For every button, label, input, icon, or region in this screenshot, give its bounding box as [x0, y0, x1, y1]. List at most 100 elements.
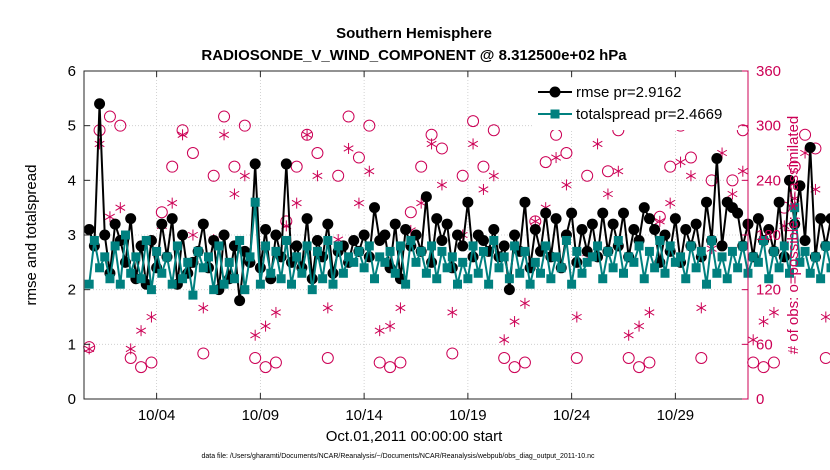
rmse-point [680, 224, 692, 236]
obs-assimilated-point [436, 179, 447, 191]
obs-possible-point [373, 356, 386, 369]
rmse-point [369, 202, 380, 214]
totalspread-point [131, 252, 141, 262]
obs-possible-point [435, 142, 448, 155]
totalspread-point [582, 257, 592, 267]
rmse-point [488, 224, 500, 236]
obs-possible-point [332, 169, 345, 182]
obs-assimilated-point [343, 142, 354, 154]
totalspread-point [753, 257, 763, 267]
totalspread-point [717, 252, 727, 262]
totalspread-point [401, 279, 411, 289]
rmse-point [509, 229, 521, 241]
obs-assimilated-point [302, 129, 313, 141]
obs-assimilated-point [312, 170, 323, 182]
obs-possible-point [633, 361, 646, 374]
legend-label: rmse pr=2.9162 [576, 84, 681, 101]
rmse-point [467, 251, 479, 263]
totalspread-point [764, 274, 774, 284]
totalspread-point [255, 279, 265, 289]
totalspread-point [390, 268, 400, 278]
totalspread-point [219, 279, 229, 289]
totalspread-point [561, 235, 571, 245]
totalspread-point [229, 274, 239, 284]
obs-possible-point [259, 361, 272, 374]
obs-possible-point [311, 147, 324, 159]
totalspread-point [816, 274, 826, 284]
rmse-point [249, 158, 261, 170]
rmse-point [83, 224, 95, 236]
rmse-point [260, 224, 272, 236]
x-tick-label: 10/04 [138, 407, 176, 424]
totalspread-point [281, 235, 291, 245]
totalspread-point [411, 257, 421, 267]
totalspread-point [385, 246, 395, 256]
totalspread-point [515, 268, 525, 278]
totalspread-point [810, 252, 820, 262]
obs-assimilated-point [737, 165, 748, 177]
rmse-point [586, 218, 598, 230]
totalspread-point [473, 268, 483, 278]
totalspread-point [235, 235, 245, 245]
totalspread-point [266, 268, 276, 278]
obs-possible-point [269, 356, 282, 369]
totalspread-point [84, 279, 94, 289]
obs-assimilated-point [177, 129, 188, 141]
totalspread-point [644, 246, 654, 256]
obs-assimilated-point [592, 138, 603, 150]
totalspread-point [707, 235, 717, 245]
totalspread-point [183, 257, 193, 267]
totalspread-point [665, 241, 675, 251]
y-tick-label-left: 1 [68, 336, 76, 353]
totalspread-point [224, 257, 234, 267]
obs-assimilated-point [685, 170, 696, 182]
obs-possible-point [518, 356, 531, 369]
totalspread-point [530, 257, 540, 267]
rmse-point [436, 234, 448, 246]
legend-label: totalspread pr=2.4669 [576, 106, 722, 123]
rmse-point [441, 218, 453, 230]
obs-possible-point [135, 361, 148, 374]
rmse-point [301, 213, 313, 225]
rmse-point [618, 207, 629, 219]
rmse-point [197, 218, 209, 230]
totalspread-point [504, 274, 514, 284]
obs-assimilated-point [115, 202, 126, 214]
obs-assimilated-point [426, 138, 437, 150]
rmse-point [711, 152, 723, 164]
obs-possible-point [643, 356, 656, 369]
obs-possible-point [508, 361, 521, 374]
totalspread-point [733, 263, 743, 273]
obs-assimilated-point [748, 334, 759, 346]
rmse-point [348, 234, 360, 246]
totalspread-point [541, 241, 551, 251]
totalspread-point [380, 257, 390, 267]
y-tick-label-right: 120 [756, 282, 781, 299]
x-tick-label: 10/24 [553, 407, 591, 424]
totalspread-point [639, 274, 649, 284]
totalspread-point [427, 241, 437, 251]
rmse-point [540, 207, 552, 219]
obs-assimilated-point [395, 302, 406, 314]
totalspread-point [188, 290, 198, 300]
obs-assimilated-point [696, 302, 707, 314]
obs-assimilated-point [219, 129, 230, 141]
totalspread-point [261, 241, 271, 251]
totalspread-point [307, 285, 317, 295]
obs-possible-point [363, 119, 376, 132]
chart-subtitle: RADIOSONDE_V_WIND_COMPONENT @ 8.312500e+… [201, 47, 627, 64]
obs-possible-point [487, 124, 500, 137]
totalspread-point [686, 241, 696, 251]
totalspread-point [805, 268, 815, 278]
y-tick-label-left: 2 [68, 282, 76, 299]
rmse-point [166, 213, 178, 225]
obs-possible-point [601, 165, 614, 178]
obs-possible-point [155, 206, 168, 219]
totalspread-point [587, 252, 597, 262]
totalspread-point [126, 268, 136, 278]
obs-assimilated-point [468, 138, 479, 150]
rmse-point [234, 295, 246, 307]
rmse-point [452, 229, 463, 241]
totalspread-point [406, 235, 416, 245]
